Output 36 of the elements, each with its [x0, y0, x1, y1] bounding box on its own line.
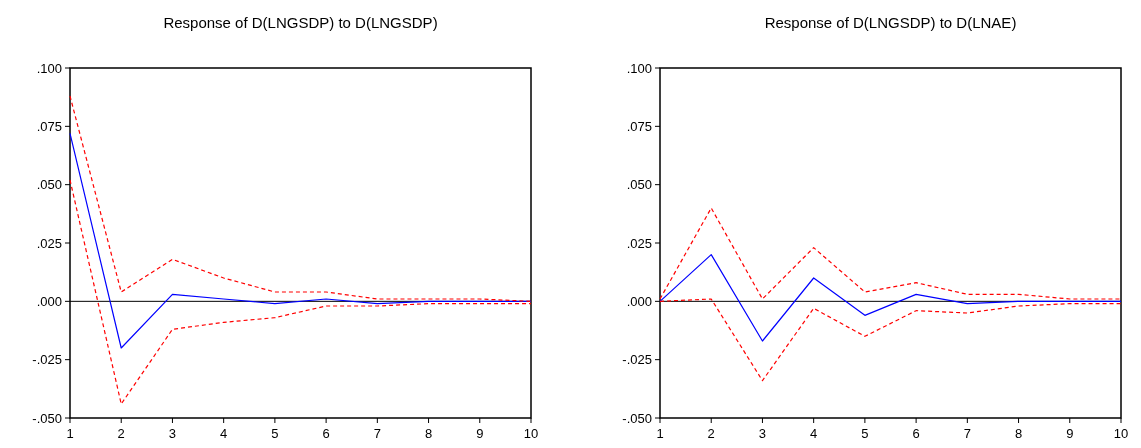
x-tick-label: 4: [220, 426, 228, 441]
x-tick-label: 8: [424, 426, 433, 441]
y-tick-label: .050: [36, 177, 62, 193]
x-tick-label: 7: [373, 426, 381, 441]
y-tick-label: .050: [626, 177, 652, 193]
x-tick-label: 2: [117, 426, 125, 441]
y-tick-label: -.025: [32, 352, 62, 368]
y-tick-label: -.050: [32, 410, 62, 426]
x-tick-label: 5: [271, 426, 279, 441]
x-tick-label: 10: [523, 426, 539, 441]
y-tick-label: .025: [626, 235, 652, 251]
x-tick-label: 9: [476, 426, 484, 441]
x-tick-label: 4: [810, 426, 818, 441]
y-tick-label: -.050: [622, 410, 652, 426]
y-tick-label: .000: [626, 293, 652, 309]
y-tick-label: .075: [626, 118, 652, 134]
y-tick-label: .075: [36, 118, 62, 134]
x-tick-label: 7: [963, 426, 971, 441]
x-tick-label: 6: [912, 426, 920, 441]
x-tick-label: 1: [66, 426, 74, 441]
x-tick-label: 5: [861, 426, 869, 441]
y-tick-label: .100: [36, 60, 62, 76]
y-tick-label: .000: [36, 293, 62, 309]
x-tick-label: 2: [707, 426, 715, 441]
x-tick-label: 1: [656, 426, 664, 441]
x-tick-label: 3: [758, 426, 767, 441]
y-tick-label: .100: [626, 60, 652, 76]
chart-title: Response of D(LNGSDP) to D(LNGSDP): [163, 14, 438, 31]
y-tick-label: .025: [36, 235, 62, 251]
x-tick-label: 3: [168, 426, 177, 441]
y-tick-label: -.025: [622, 352, 652, 368]
x-tick-label: 6: [322, 426, 330, 441]
x-tick-label: 9: [1066, 426, 1074, 441]
chart-title: Response of D(LNGSDP) to D(LNAE): [764, 14, 1017, 31]
x-tick-label: 8: [1014, 426, 1023, 441]
x-tick-label: 10: [1113, 426, 1129, 441]
